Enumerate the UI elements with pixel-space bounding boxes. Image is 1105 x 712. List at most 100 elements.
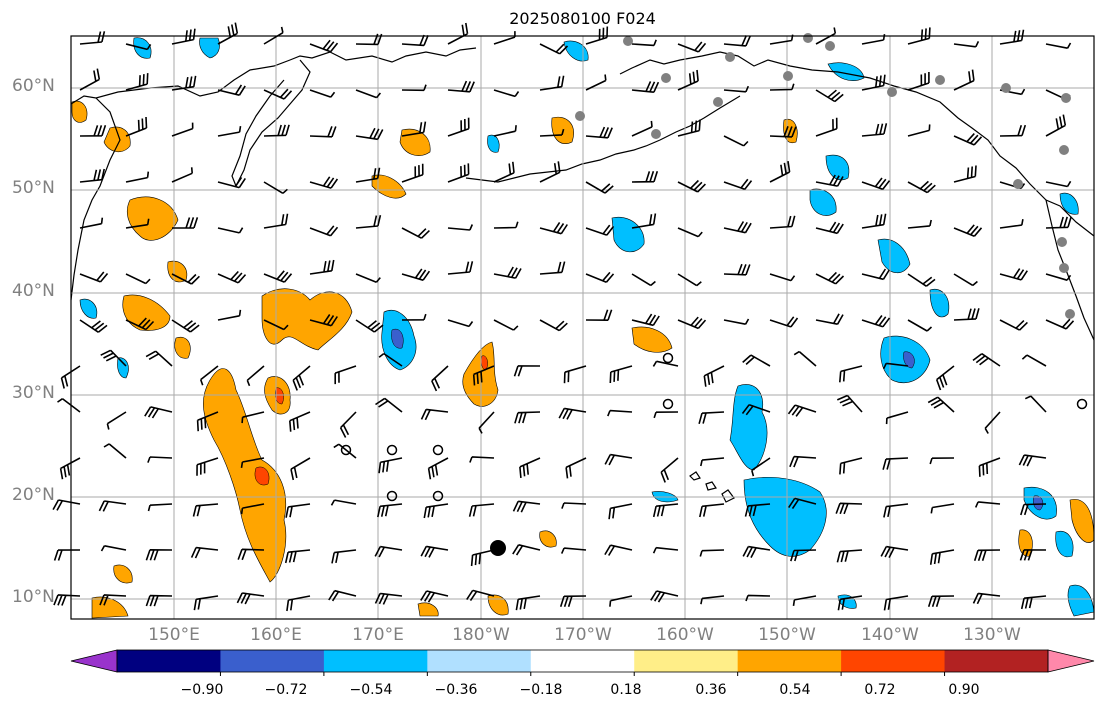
- colorbar-frame: [116, 649, 1049, 673]
- wind-barb: [217, 309, 242, 321]
- wind-barb: [289, 411, 311, 432]
- wind-barb: [100, 545, 127, 552]
- wind-barb: [125, 73, 149, 91]
- wind-barb: [677, 179, 706, 193]
- wind-barb: [885, 411, 909, 425]
- wind-barb: [217, 125, 242, 137]
- wind-barb: [377, 503, 403, 518]
- wind-barb: [836, 394, 863, 413]
- wind-barb: [930, 503, 955, 514]
- shade-region-negative-core: [391, 328, 404, 349]
- wind-barb: [355, 127, 384, 141]
- wind-barb: [59, 457, 81, 480]
- wind-barb: [100, 349, 127, 367]
- wind-barb: [935, 365, 955, 391]
- lon-label-140w: 140°W: [861, 625, 919, 645]
- wind-barb: [290, 457, 311, 481]
- wind-barb: [861, 33, 886, 45]
- wind-barb: [861, 177, 891, 191]
- wind-barb: [972, 592, 1001, 605]
- wind-barb: [742, 354, 771, 367]
- wind-barb: [907, 124, 931, 137]
- wind-barb: [788, 497, 817, 510]
- wind-barb: [401, 121, 427, 137]
- wind-barb: [237, 548, 265, 561]
- colorbar-tick-label: −0.54: [349, 682, 393, 698]
- wind-barb: [241, 411, 265, 424]
- wind-barb: [631, 120, 653, 137]
- lon-label-130w: 130°W: [963, 625, 1021, 645]
- wind-barb: [334, 365, 357, 385]
- wind-barb: [744, 503, 771, 517]
- wind-barb: [493, 266, 522, 279]
- gray-station-dot: [651, 129, 661, 139]
- wind-barb: [285, 503, 311, 518]
- wind-barb: [561, 502, 587, 509]
- wind-barb: [147, 503, 173, 512]
- wind-barb: [309, 89, 336, 98]
- colorbar-segment: [117, 650, 221, 672]
- shade-region-negative: [827, 62, 865, 81]
- wind-barb: [355, 273, 381, 283]
- wind-barb: [585, 309, 613, 321]
- wind-barb: [650, 590, 679, 603]
- gray-station-dot: [935, 75, 945, 85]
- wind-barb: [1045, 216, 1072, 229]
- wind-barb: [559, 595, 587, 608]
- wind-barb: [79, 68, 101, 91]
- wind-barb: [539, 221, 568, 235]
- wind-barb: [677, 119, 701, 137]
- wind-barb: [1045, 180, 1072, 188]
- wind-barb: [292, 365, 311, 391]
- wind-barb: [79, 31, 106, 45]
- wind-barb: [882, 362, 909, 370]
- wind-barb: [677, 316, 707, 330]
- lon-label-160w: 160°W: [656, 625, 714, 645]
- wind-barb: [880, 545, 909, 558]
- wind-barb: [836, 549, 863, 563]
- wind-barb: [815, 313, 844, 325]
- wind-barb: [447, 224, 474, 231]
- wind-barbs: [52, 22, 1075, 612]
- gray-station-dot: [575, 111, 585, 121]
- wind-barb: [585, 126, 613, 139]
- wind-barb: [263, 124, 290, 137]
- wind-barb: [1020, 503, 1047, 516]
- wind-barb: [769, 160, 791, 183]
- wind-barb: [723, 135, 749, 147]
- coastline-kamchatka: [231, 59, 311, 188]
- wind-barb: [331, 549, 357, 564]
- wind-barb: [193, 595, 219, 611]
- wind-barb: [493, 89, 520, 98]
- map-frame: [70, 35, 1095, 620]
- wind-barb: [98, 500, 127, 512]
- wind-barb: [355, 167, 381, 183]
- wind-barb: [790, 549, 817, 562]
- wind-barb: [468, 503, 495, 517]
- wind-barb: [309, 225, 339, 237]
- shade-region-negative: [729, 384, 768, 471]
- wind-barb: [145, 350, 173, 367]
- lon-label-170w: 170°W: [554, 625, 612, 645]
- gray-station-dot: [1061, 93, 1071, 103]
- colorbar-tick-label: −0.90: [180, 682, 224, 698]
- colorbar-segment: [737, 650, 842, 672]
- wind-barb: [861, 74, 886, 91]
- lat-label-50n: 50°N: [12, 178, 55, 198]
- wind-barb: [677, 41, 707, 53]
- wind-barb: [469, 456, 495, 463]
- wind-barb: [953, 308, 980, 321]
- wind-barb: [723, 263, 751, 276]
- wind-barb: [539, 75, 565, 91]
- lat-label-60n: 60°N: [12, 76, 55, 96]
- gray-station-dot: [1059, 145, 1069, 155]
- colorbar-segment: [530, 650, 635, 672]
- wind-barb: [190, 546, 219, 559]
- wind-barb: [861, 213, 887, 229]
- wind-barb: [171, 75, 197, 91]
- gray-station-dot: [1013, 179, 1023, 189]
- wind-barb: [815, 89, 844, 103]
- wind-barb: [196, 457, 219, 476]
- shade-region: [113, 564, 133, 584]
